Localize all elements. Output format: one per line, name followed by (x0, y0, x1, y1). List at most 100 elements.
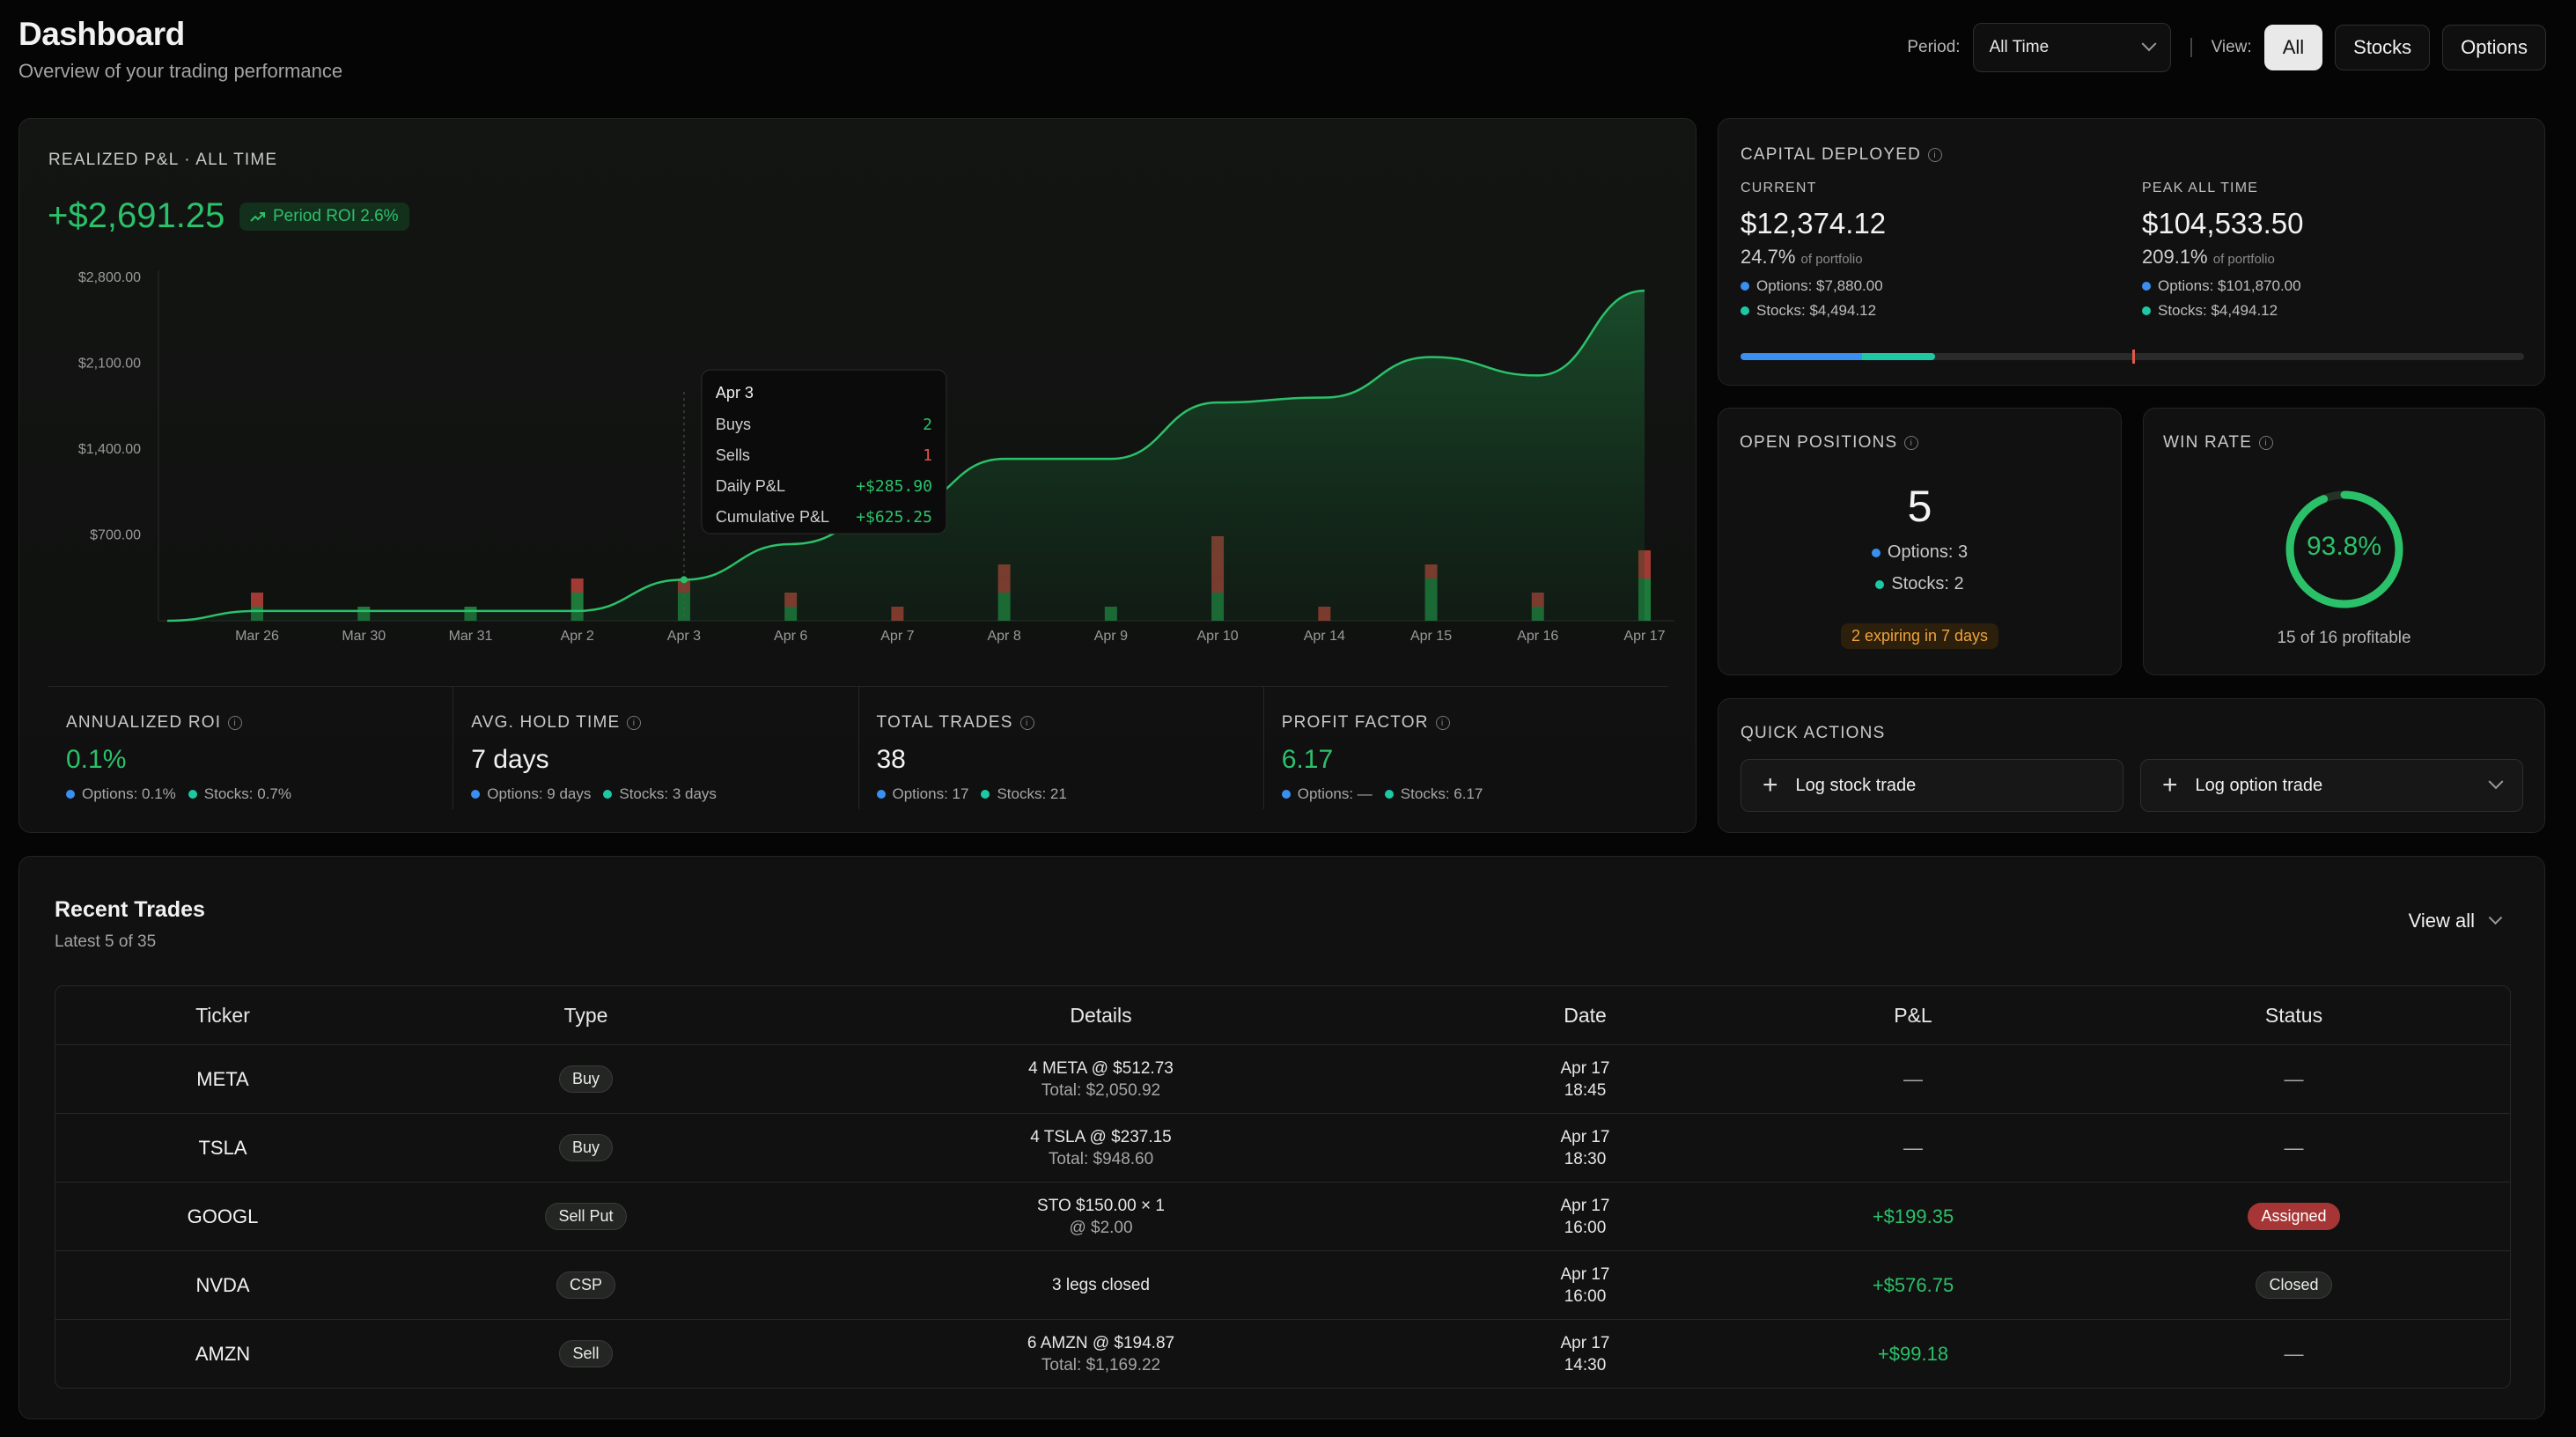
capital-current-pct: 24.7% of portfolio (1741, 246, 1886, 269)
date-line: Apr 17 (1560, 1058, 1610, 1078)
view-stocks-button[interactable]: Stocks (2335, 25, 2431, 70)
win-rate-value: 93.8% (2306, 532, 2382, 561)
column-header-status[interactable]: Status (2264, 1003, 2323, 1027)
plus-icon: + (2162, 770, 2178, 800)
status-badge: Closed (2256, 1271, 2332, 1299)
ticker-cell: TSLA (198, 1136, 247, 1159)
column-header-ticker[interactable]: Ticker (195, 1003, 250, 1027)
date-line: Apr 17 (1560, 1127, 1610, 1146)
date-cell: Apr 17 18:45 (1420, 1057, 1750, 1102)
x-tick-label: Apr 16 (1517, 629, 1558, 644)
x-tick-label: Mar 30 (342, 629, 386, 644)
period-select[interactable]: All Time (1972, 23, 2171, 72)
info-icon[interactable]: i (2259, 436, 2274, 450)
stocks-dot (2142, 306, 2151, 315)
stat-stocks: Stocks: 21 (981, 785, 1067, 803)
tooltip-row-label: Daily P&L (716, 477, 785, 495)
stat-breakdown: Options: 0.1% Stocks: 0.7% (66, 785, 453, 803)
column-header-details[interactable]: Details (1070, 1003, 1132, 1027)
pnl-chart[interactable]: $2,800.00 $2,100.00 $1,400.00 $700.00 Mar 26… (19, 119, 1697, 682)
period-select-value: All Time (1989, 38, 2050, 56)
stocks-dot (1384, 790, 1394, 799)
table-row[interactable]: TSLA Buy 4 TSLA @ $237.15 Total: $948.60 … (55, 1113, 2510, 1182)
type-cell: Buy (390, 1134, 782, 1161)
stat-options-text: Options: — (1297, 785, 1373, 802)
capital-peak-value: $104,533.50 (2142, 207, 2304, 240)
page-title: Dashboard (18, 16, 185, 52)
details-line: STO $150.00 × 1 (1037, 1196, 1165, 1215)
table-row[interactable]: AMZN Sell 6 AMZN @ $194.87 Total: $1,169.… (55, 1319, 2510, 1388)
capital-peak-pct-suffix: of portfolio (2212, 252, 2275, 267)
status-cell: — (2284, 1342, 2304, 1365)
info-icon[interactable]: i (1435, 716, 1450, 730)
ticker-cell: AMZN (195, 1342, 251, 1365)
info-icon[interactable]: i (627, 716, 642, 730)
view-label: View: (2211, 38, 2252, 56)
chevron-down-icon[interactable] (2488, 774, 2504, 790)
view-all-button[interactable]: All (2263, 25, 2323, 70)
options-dot (2142, 282, 2151, 291)
x-tick-label: Apr 10 (1197, 629, 1239, 644)
details-cell: 4 META @ $512.73 Total: $2,050.92 (782, 1057, 1420, 1102)
view-all-label: View all (2408, 910, 2475, 932)
roi-badge-text: Period ROI 2.6% (273, 207, 399, 225)
details-cell: STO $150.00 × 1 @ $2.00 (782, 1195, 1420, 1239)
x-tick-label: Mar 31 (449, 629, 493, 644)
win-rate-ring (2285, 490, 2403, 608)
view-options-button[interactable]: Options (2442, 25, 2546, 70)
type-cell: Sell Put (390, 1203, 782, 1230)
x-tick-label: Apr 6 (774, 629, 807, 644)
ticker-cell: META (196, 1067, 249, 1090)
table-row[interactable]: GOOGL Sell Put STO $150.00 × 1 @ $2.00 Ap… (55, 1182, 2510, 1250)
table-row[interactable]: NVDA CSP 3 legs closed Apr 17 16:00 +$576… (55, 1250, 2510, 1319)
recent-trades-title: Recent Trades (55, 897, 205, 922)
open-positions-options-text: Options: 3 (1887, 542, 1969, 562)
capital-card-label: CAPITAL DEPLOYED i (1741, 145, 1943, 165)
info-icon[interactable]: i (1928, 148, 1943, 162)
expiring-badge[interactable]: 2 expiring in 7 days (1840, 623, 1999, 649)
column-header-type[interactable]: Type (563, 1003, 608, 1027)
stat-breakdown: Options: 9 days Stocks: 3 days (471, 785, 857, 803)
trades-table: Ticker Type Details Date P&L Status META… (55, 985, 2511, 1389)
column-header-pnl[interactable]: P&L (1894, 1003, 1932, 1027)
divider (2190, 38, 2192, 57)
stats-row: ANNUALIZED ROI i 0.1% Options: 0.1% Stocks… (48, 686, 1668, 809)
details-cell: 6 AMZN @ $194.87 Total: $1,169.22 (782, 1332, 1420, 1376)
details-subline: Total: $948.60 (1048, 1149, 1154, 1168)
stocks-dot (603, 790, 613, 799)
details-line: 4 META @ $512.73 (1028, 1058, 1174, 1078)
x-tick-label: Apr 3 (667, 629, 701, 644)
stocks-dot (1875, 580, 1885, 589)
details-subline: Total: $1,169.22 (1041, 1355, 1161, 1374)
pnl-cell: +$199.35 (1872, 1205, 1954, 1227)
info-icon[interactable]: i (228, 716, 243, 730)
pnl-card-label: REALIZED P&L · ALL TIME (48, 151, 278, 169)
stocks-dot (981, 790, 990, 799)
stat-profit-factor: PROFIT FACTOR i 6.17 Options: — Stocks: 6.… (1264, 687, 1668, 809)
options-dot (1871, 549, 1880, 557)
open-positions-stocks: Stocks: 2 (1719, 574, 2121, 594)
log-option-trade-button[interactable]: + Log option trade (2140, 759, 2523, 812)
y-tick-label: $2,100.00 (78, 357, 141, 372)
info-icon[interactable]: i (1019, 716, 1034, 730)
capital-peak-stocks-text: Stocks: $4,494.12 (2158, 302, 2278, 319)
tooltip-row-value: +$285.90 (856, 477, 932, 496)
status-badge: Assigned (2248, 1203, 2340, 1230)
pnl-area (167, 291, 1645, 621)
table-row[interactable]: META Buy 4 META @ $512.73 Total: $2,050.9… (55, 1044, 2510, 1113)
info-icon[interactable]: i (1904, 436, 1919, 450)
column-header-date[interactable]: Date (1564, 1003, 1607, 1027)
log-stock-trade-button[interactable]: + Log stock trade (1741, 759, 2123, 812)
options-dot (1741, 282, 1749, 291)
stat-breakdown: Options: 17 Stocks: 21 (876, 785, 1263, 803)
view-all-button[interactable]: View all (2408, 910, 2503, 932)
win-rate-ring-fill (2285, 490, 2403, 608)
capital-current-options-text: Options: $7,880.00 (1756, 277, 1883, 294)
sells-bar (251, 593, 263, 607)
trending-up-icon (250, 212, 265, 222)
stat-value: 38 (876, 745, 906, 774)
sells-bar (570, 578, 584, 593)
stat-options: Options: — (1281, 785, 1373, 803)
x-tick-label: Apr 15 (1410, 629, 1452, 644)
tooltip-row-value: +$625.25 (856, 508, 932, 527)
